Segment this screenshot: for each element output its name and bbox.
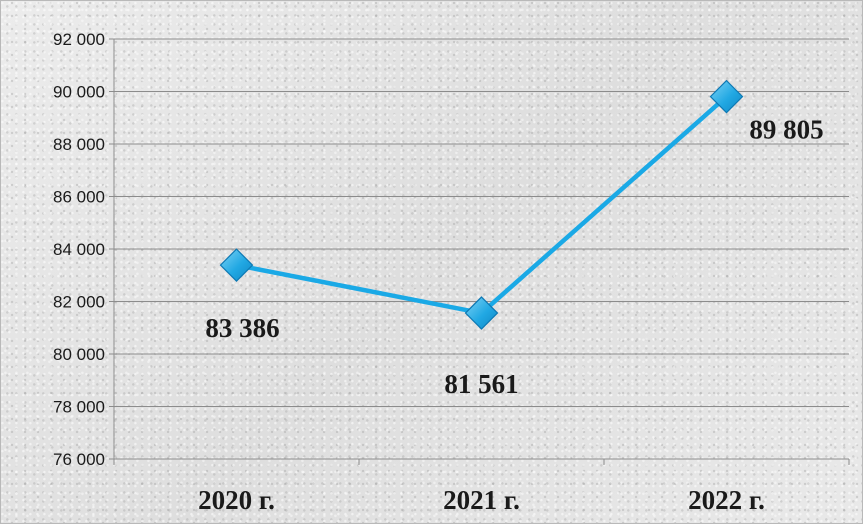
data-point-marker xyxy=(709,79,744,114)
x-axis-tick-label: 2020 г. xyxy=(198,485,275,515)
axes xyxy=(109,38,850,465)
y-axis-tick-label: 80 000 xyxy=(53,345,105,364)
series xyxy=(219,79,744,330)
y-axis-tick-labels: 76 000 78 000 80 000 82 000 84 000 86 000 88 0… xyxy=(53,30,105,469)
y-axis-tick-label: 90 000 xyxy=(53,83,105,102)
data-point-marker xyxy=(464,296,499,330)
data-label: 83 386 xyxy=(205,313,279,343)
x-axis-tick-label: 2022 г. xyxy=(688,485,765,515)
x-axis-tick-labels: 2020 г. 2021 г. 2022 г. xyxy=(198,485,765,515)
data-point-marker xyxy=(219,248,254,282)
y-axis-tick-label: 86 000 xyxy=(53,188,105,207)
y-axis-tick-label: 76 000 xyxy=(53,450,105,469)
y-axis-tick-label: 92 000 xyxy=(53,30,105,49)
y-axis-tick-label: 84 000 xyxy=(53,240,105,259)
data-labels: 83 386 81 561 89 805 xyxy=(205,115,823,399)
y-axis-tick-label: 82 000 xyxy=(53,293,105,312)
series-line xyxy=(234,94,729,316)
y-axis-tick-label: 88 000 xyxy=(53,135,105,154)
y-axis-tick-label: 78 000 xyxy=(53,398,105,417)
data-label: 89 805 xyxy=(749,115,823,145)
x-axis-tick-label: 2021 г. xyxy=(443,485,520,515)
data-label: 81 561 xyxy=(444,369,518,399)
